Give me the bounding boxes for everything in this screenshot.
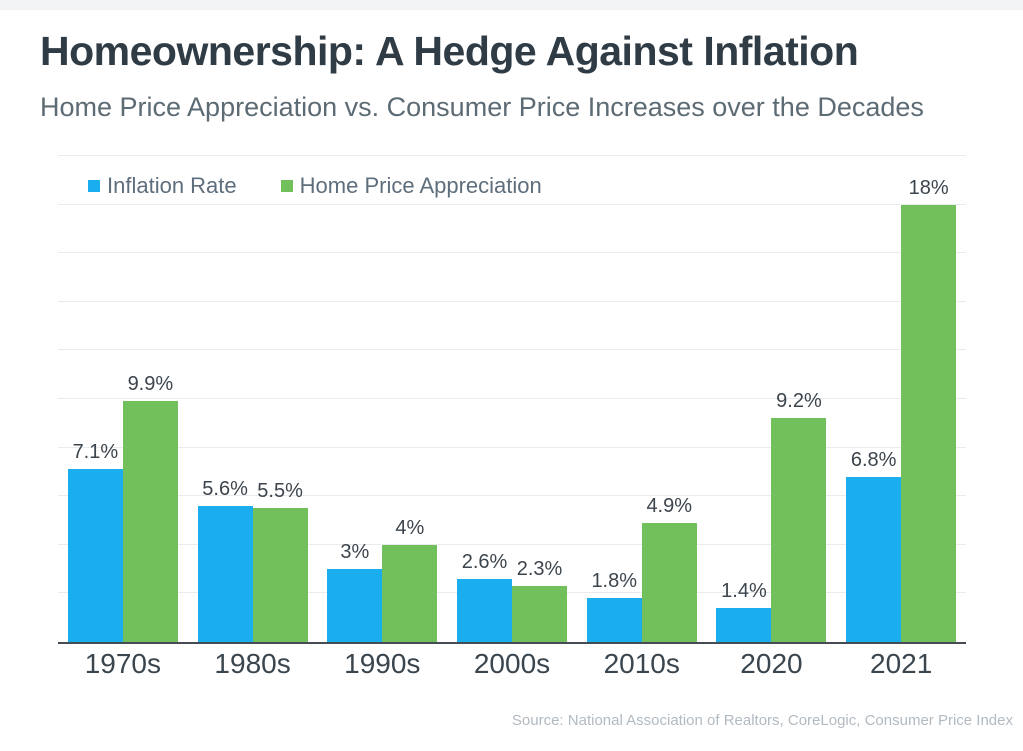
bar-inflation-rate-1970s [67,469,123,642]
x-axis-label-2020: 2020 [740,648,803,679]
bar-value-label: 5.5% [257,480,303,503]
bar-home-price-appreciation-2020 [771,418,827,642]
bar-value-label: 6.8% [850,448,897,471]
legend-label-home-price-appreciation: Home Price Appreciation [299,173,542,198]
bar-cell-inflation-rate-2021: 6.8% [846,156,902,642]
bar-inflation-rate-2020 [716,607,772,642]
gridline-14-percent [58,300,966,302]
bar-group-2021: 6.8% 18% [836,156,966,642]
bar-value-label: 3% [340,541,370,564]
bar-cell-inflation-rate-2010s: 1.8% [586,156,642,642]
bar-value-label: 18% [908,176,949,199]
bars-row: 7.1% 9.9% 5.6% 5.5% 3% 4% 2.6% 2.3% 1.8% 4.9% 1.4%… [58,156,966,642]
x-axis-label-2010s: 2010s [603,648,680,679]
bar-cell-inflation-rate-2020: 1.4% [716,156,772,642]
legend-item-home-price-appreciation: Home Price Appreciation [280,173,542,199]
bar-inflation-rate-1980s [197,505,253,642]
bar-cell-home-price-appreciation-1990s: 4% [382,156,438,642]
bar-cell-home-price-appreciation-2021: 18% [901,156,957,642]
x-axis-label-2021: 2021 [870,648,933,679]
page-title: Homeownership: A Hedge Against Inflation [40,28,859,74]
legend: Inflation Rate Home Price Appreciation [88,173,542,199]
gridline-16-percent [58,252,966,254]
bar-value-label: 5.6% [202,477,248,500]
bar-value-label: 9.9% [127,373,174,396]
bar-inflation-rate-2000s [457,578,513,642]
bar-value-label: 1.8% [591,570,638,593]
bar-home-price-appreciation-2000s [512,586,568,642]
legend-swatch-home-price-appreciation [280,180,293,192]
bar-group-1990s: 3% 4% [317,156,447,642]
bar-cell-home-price-appreciation-1980s: 5.5% [252,156,308,642]
bar-cell-home-price-appreciation-1970s: 9.9% [122,156,178,642]
x-axis-label-1970s: 1970s [84,648,161,679]
bar-home-price-appreciation-2010s [641,522,697,642]
bar-value-label: 1.4% [721,579,767,602]
bar-cell-inflation-rate-1980s: 5.6% [197,156,253,642]
bar-cell-home-price-appreciation-2020: 9.2% [771,156,827,642]
bar-cell-inflation-rate-1970s: 7.1% [67,156,123,642]
bar-value-label: 4% [395,516,425,539]
bar-home-price-appreciation-1970s [122,401,178,642]
bar-cell-inflation-rate-2000s: 2.6% [457,156,513,642]
gridline-20-percent [58,155,966,156]
bar-value-label: 2.3% [516,558,563,581]
page-subtitle: Home Price Appreciation vs. Consumer Pri… [40,92,924,122]
bar-value-label: 7.1% [72,441,119,464]
bar-group-2000s: 2.6% 2.3% [447,156,577,642]
bar-cell-home-price-appreciation-2000s: 2.3% [512,156,568,642]
bar-cell-home-price-appreciation-2010s: 4.9% [641,156,697,642]
bar-group-1970s: 7.1% 9.9% [58,156,188,642]
bar-value-label: 4.9% [646,494,693,517]
gridline-6-percent [58,495,966,497]
bar-value-label: 2.6% [461,550,508,573]
bar-inflation-rate-2010s [586,598,642,642]
gridline-12-percent [58,349,966,351]
legend-label-inflation-rate: Inflation Rate [107,173,237,198]
x-axis-label-2000s: 2000s [473,648,551,679]
legend-swatch-inflation-rate [88,180,100,192]
gridline-18-percent [58,203,966,205]
bar-group-1980s: 5.6% 5.5% [188,156,318,642]
bar-inflation-rate-1990s [327,569,383,642]
gridline-4-percent [58,543,966,545]
top-band [0,0,1023,10]
bar-cell-inflation-rate-1990s: 3% [327,156,383,642]
x-axis-label-1990s: 1990s [344,648,421,679]
x-axis: 1970s 1980s 1990s 2000s 2010s 2020 2021 [58,648,966,680]
bar-inflation-rate-2021 [846,476,902,642]
gridline-10-percent [58,398,966,399]
legend-item-inflation-rate: Inflation Rate [88,173,237,199]
bar-value-label: 9.2% [776,390,822,413]
bar-home-price-appreciation-1980s [252,508,308,642]
bar-home-price-appreciation-2021 [901,204,957,642]
bar-group-2010s: 1.8% 4.9% [577,156,707,642]
source-note: Source: National Association of Realtors… [511,712,1013,729]
plot-area: Inflation Rate Home Price Appreciation 7.… [58,155,966,644]
x-axis-label-1980s: 1980s [214,648,291,679]
bar-home-price-appreciation-1990s [382,544,438,642]
gridline-8-percent [58,446,966,448]
bar-group-2020: 1.4% 9.2% [707,156,837,642]
